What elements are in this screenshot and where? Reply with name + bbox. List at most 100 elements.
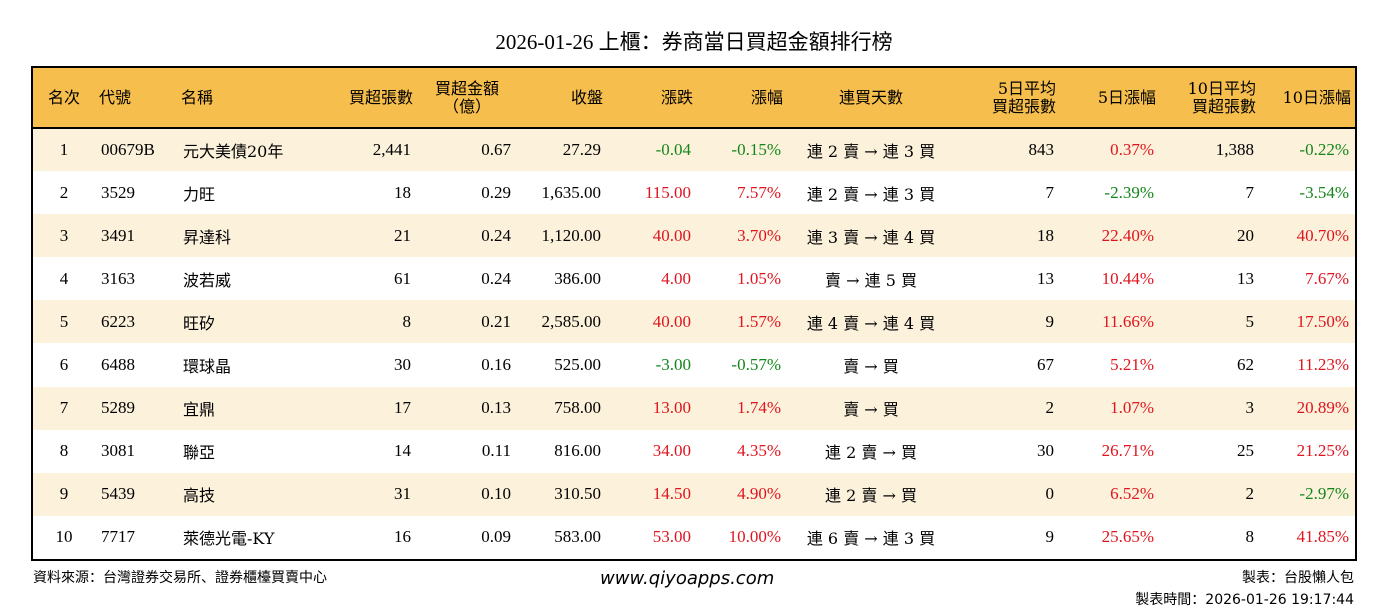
- streak-cell: 連 2 賣 → 連 3 買: [806, 184, 936, 204]
- table-row: 4 3163 波若威 61 0.24 386.00 4.00 1.05% 賣 → 連 5 買 13…: [33, 257, 1355, 301]
- avg5-cell: 18: [1037, 225, 1054, 245]
- net-buy-amount-cell: 0.21: [481, 311, 511, 331]
- avg5-cell: 843: [1028, 140, 1055, 160]
- avg10-cell: 13: [1237, 268, 1254, 288]
- pct10-cell: 40.70%: [1296, 225, 1349, 245]
- website-link[interactable]: www.qiyoapps.com: [600, 568, 775, 589]
- avg10-cell: 2: [1245, 484, 1255, 504]
- name-cell: 旺矽: [183, 313, 216, 333]
- code-cell: 3529: [101, 182, 135, 202]
- header-net-buy-amount-line2: （億）: [442, 96, 491, 116]
- streak-cell: 連 3 賣 → 連 4 買: [806, 227, 936, 247]
- table-header-row: 名次 代號 名稱 買超張數 買超金額 （億） 收盤 漲跌 漲幅 連買天數 5日平…: [33, 68, 1355, 128]
- header-avg10-line2: 買超張數: [1191, 96, 1256, 116]
- change-pct-cell: -0.57%: [731, 355, 781, 375]
- change-pct-cell: 3.70%: [737, 225, 781, 245]
- pct5-cell: 25.65%: [1101, 527, 1154, 547]
- avg5-cell: 0: [1045, 484, 1055, 504]
- change-pct-cell: -0.15%: [731, 140, 781, 160]
- close-cell: 310.50: [554, 484, 601, 504]
- change-cell: 14.50: [652, 484, 691, 504]
- close-cell: 525.00: [554, 355, 601, 375]
- streak-cell: 賣 → 連 5 買: [825, 270, 917, 290]
- net-buy-lots-cell: 17: [394, 398, 411, 418]
- avg10-cell: 3: [1245, 398, 1255, 418]
- maker-label: 製表：台股懶人包: [1242, 570, 1354, 586]
- code-cell: 3081: [101, 441, 135, 461]
- header-net-buy-amount: 買超金額 （億）: [417, 68, 517, 128]
- table-row: 3 3491 昇達科 21 0.24 1,120.00 40.00 3.70% 連 3 賣 → …: [33, 214, 1355, 258]
- net-buy-amount-cell: 0.67: [481, 140, 511, 160]
- pct10-cell: 11.23%: [1297, 355, 1349, 375]
- change-pct-cell: 1.57%: [737, 311, 781, 331]
- header-avg10: 10日平均 買超張數: [1160, 68, 1260, 128]
- made-time: 製表時間：2026-01-26 19:17:44: [1135, 592, 1354, 608]
- change-cell: 40.00: [652, 225, 691, 245]
- code-cell: 5289: [101, 398, 135, 418]
- name-cell: 昇達科: [183, 227, 232, 247]
- rank-cell: 7: [59, 398, 69, 418]
- pct5-cell: 1.07%: [1110, 398, 1154, 418]
- pct10-cell: 20.89%: [1296, 398, 1349, 418]
- close-cell: 2,585.00: [541, 311, 602, 331]
- name-cell: 波若威: [183, 270, 232, 290]
- change-pct-cell: 1.05%: [737, 268, 781, 288]
- streak-cell: 連 4 賣 → 連 4 買: [806, 313, 936, 333]
- net-buy-lots-cell: 14: [394, 441, 411, 461]
- net-buy-lots-cell: 16: [394, 527, 411, 547]
- net-buy-lots-cell: 8: [402, 311, 412, 331]
- pct5-cell: 6.52%: [1110, 484, 1154, 504]
- pct10-cell: -3.54%: [1299, 182, 1349, 202]
- name-cell: 環球晶: [183, 357, 232, 377]
- header-avg10-line1: 10日平均: [1187, 78, 1256, 98]
- pct5-cell: 11.66%: [1102, 311, 1154, 331]
- avg10-cell: 8: [1245, 527, 1255, 547]
- change-pct-cell: 1.74%: [737, 398, 781, 418]
- close-cell: 583.00: [554, 527, 601, 547]
- table-row: 6 6488 環球晶 30 0.16 525.00 -3.00 -0.57% 賣 → 買 67 5.…: [33, 343, 1355, 387]
- net-buy-lots-cell: 18: [394, 182, 411, 202]
- change-pct-cell: 4.35%: [737, 441, 781, 461]
- rank-cell: 6: [59, 355, 69, 375]
- header-pct10: 10日漲幅: [1282, 87, 1351, 107]
- avg5-cell: 13: [1037, 268, 1054, 288]
- pct5-cell: 5.21%: [1110, 355, 1154, 375]
- code-cell: 6488: [101, 355, 135, 375]
- pct10-cell: -0.22%: [1299, 140, 1349, 160]
- table-body: 1 00679B 元大美債20年 2,441 0.67 27.29 -0.04 -0.15% 連…: [33, 128, 1355, 559]
- table-row: 8 3081 聯亞 14 0.11 816.00 34.00 4.35% 連 2 賣 → 買 30…: [33, 429, 1355, 473]
- change-cell: 40.00: [652, 311, 691, 331]
- data-source: 資料來源：台灣證券交易所、證券櫃檯買賣中心: [33, 570, 327, 586]
- avg5-cell: 2: [1045, 398, 1055, 418]
- pct10-cell: -2.97%: [1299, 484, 1349, 504]
- net-buy-amount-cell: 0.13: [481, 398, 511, 418]
- pct5-cell: 0.37%: [1110, 140, 1154, 160]
- table-row: 5 6223 旺矽 8 0.21 2,585.00 40.00 1.57% 連 4 賣 → 連 …: [33, 300, 1355, 344]
- code-cell: 6223: [101, 311, 135, 331]
- header-net-buy-lots: 買超張數: [348, 87, 413, 107]
- avg5-cell: 9: [1045, 311, 1055, 331]
- header-pct5: 5日漲幅: [1097, 87, 1156, 107]
- change-cell: 4.00: [661, 268, 691, 288]
- net-buy-amount-cell: 0.11: [481, 441, 511, 461]
- net-buy-lots-cell: 21: [394, 225, 411, 245]
- name-cell: 宜鼎: [183, 400, 216, 420]
- change-pct-cell: 7.57%: [737, 182, 781, 202]
- rank-cell: 3: [59, 225, 69, 245]
- avg10-cell: 1,388: [1215, 140, 1254, 160]
- change-pct-cell: 4.90%: [737, 484, 781, 504]
- net-buy-amount-cell: 0.16: [481, 355, 511, 375]
- net-buy-lots-cell: 2,441: [372, 140, 411, 160]
- table-row: 9 5439 高技 31 0.10 310.50 14.50 4.90% 連 2 賣 → 買 0 6…: [33, 472, 1355, 516]
- avg10-cell: 62: [1237, 355, 1254, 375]
- avg10-cell: 7: [1245, 182, 1255, 202]
- rank-cell: 1: [59, 140, 69, 160]
- header-avg5-line2: 買超張數: [991, 96, 1056, 116]
- avg5-cell: 67: [1037, 355, 1054, 375]
- avg5-cell: 7: [1045, 182, 1055, 202]
- name-cell: 萊德光電-KY: [183, 529, 275, 549]
- header-name: 名稱: [181, 87, 214, 107]
- header-avg5: 5日平均 買超張數: [955, 68, 1060, 128]
- streak-cell: 賣 → 買: [843, 400, 899, 420]
- close-cell: 758.00: [554, 398, 601, 418]
